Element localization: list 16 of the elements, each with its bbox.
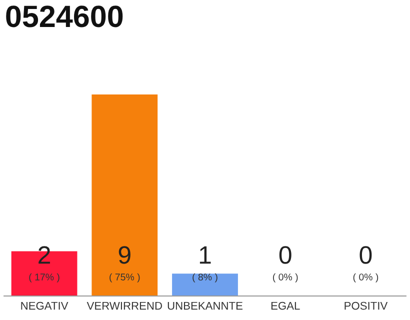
x-tick-label: POSITIV xyxy=(344,302,388,310)
x-tick-label: EGAL xyxy=(271,302,300,310)
x-tick-label: UNBEKANNTE xyxy=(168,302,242,310)
annotation: ( 17% ) xyxy=(29,273,60,282)
data-label: 0 xyxy=(360,246,372,264)
data-label: 1 xyxy=(200,246,211,264)
annotation: ( 8% ) xyxy=(192,273,218,282)
chart-title: 0524600 xyxy=(6,6,123,28)
data-label: 9 xyxy=(118,246,130,264)
data-label: 2 xyxy=(38,246,50,264)
annotation: ( 0% ) xyxy=(273,273,298,282)
x-tick-label: NEGATIV xyxy=(21,302,68,310)
x-tick-label: VERWIRREND xyxy=(86,302,162,310)
data-label: 0 xyxy=(279,246,292,264)
annotation: ( 0% ) xyxy=(353,273,378,282)
annotation: ( 75% ) xyxy=(110,273,140,282)
